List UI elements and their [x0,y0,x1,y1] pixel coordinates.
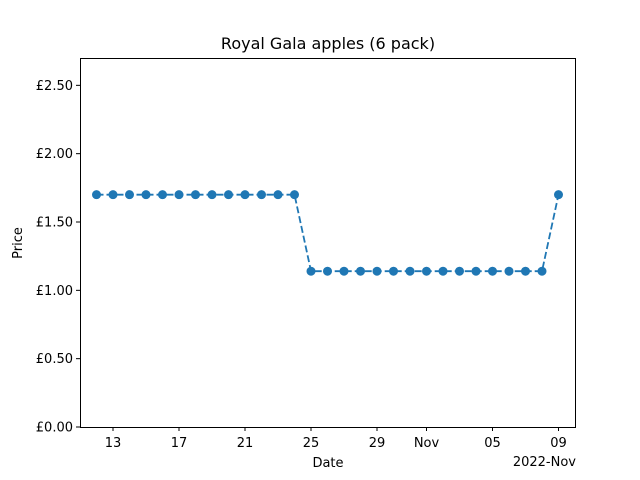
chart-title: Royal Gala apples (6 pack) [221,34,435,53]
data-point [174,190,184,200]
y-tick-label: £2.50 [36,79,73,94]
data-point [389,266,398,276]
data-point [537,266,547,276]
x-tick-label: 05 [484,436,501,451]
data-point [405,266,415,276]
x-tick-label: 09 [550,436,567,451]
data-point [141,190,151,200]
data-point [356,266,365,276]
data-point [257,190,266,200]
data-point [521,266,530,276]
y-tick-label: £0.50 [36,352,73,367]
y-tick-label: £1.00 [36,284,73,299]
x-tick-label: 25 [303,436,320,451]
x-axis-ticks: 13 17 21 25 29 Nov 05 09 [105,427,567,451]
data-point [191,190,200,200]
data-point [92,190,101,200]
data-point [504,266,514,276]
y-axis-ticks: £0.00 £0.50 £1.00 £1.50 £2.00 £2.50 [36,79,80,436]
x-tick-label: 21 [237,436,254,451]
data-point [488,266,497,276]
x-tick-label: 17 [171,436,188,451]
plot-frame [80,58,576,428]
data-point [422,266,431,276]
data-point [290,190,299,200]
data-point [306,266,316,276]
data-point [108,190,118,200]
data-point [207,190,217,200]
data-point [125,190,134,200]
data-point [372,266,382,276]
data-point [455,266,464,276]
x-axis-label: Date [312,456,343,471]
y-axis-label: Price [11,227,26,259]
y-tick-label: £0.00 [36,421,73,436]
x-axis-offset-label: 2022-Nov [513,455,576,470]
data-point [471,266,481,276]
price-series [92,190,563,276]
data-point [158,190,167,200]
data-point [224,190,233,200]
x-tick-label: 29 [369,436,386,451]
data-point [339,266,349,276]
data-point [240,190,250,200]
data-point [554,190,563,200]
x-tick-label: 13 [105,436,122,451]
y-tick-label: £1.50 [36,216,73,231]
x-tick-label: Nov [414,436,440,451]
y-tick-label: £2.00 [36,147,73,162]
data-point [438,266,448,276]
data-point [323,266,332,276]
data-point [273,190,283,200]
